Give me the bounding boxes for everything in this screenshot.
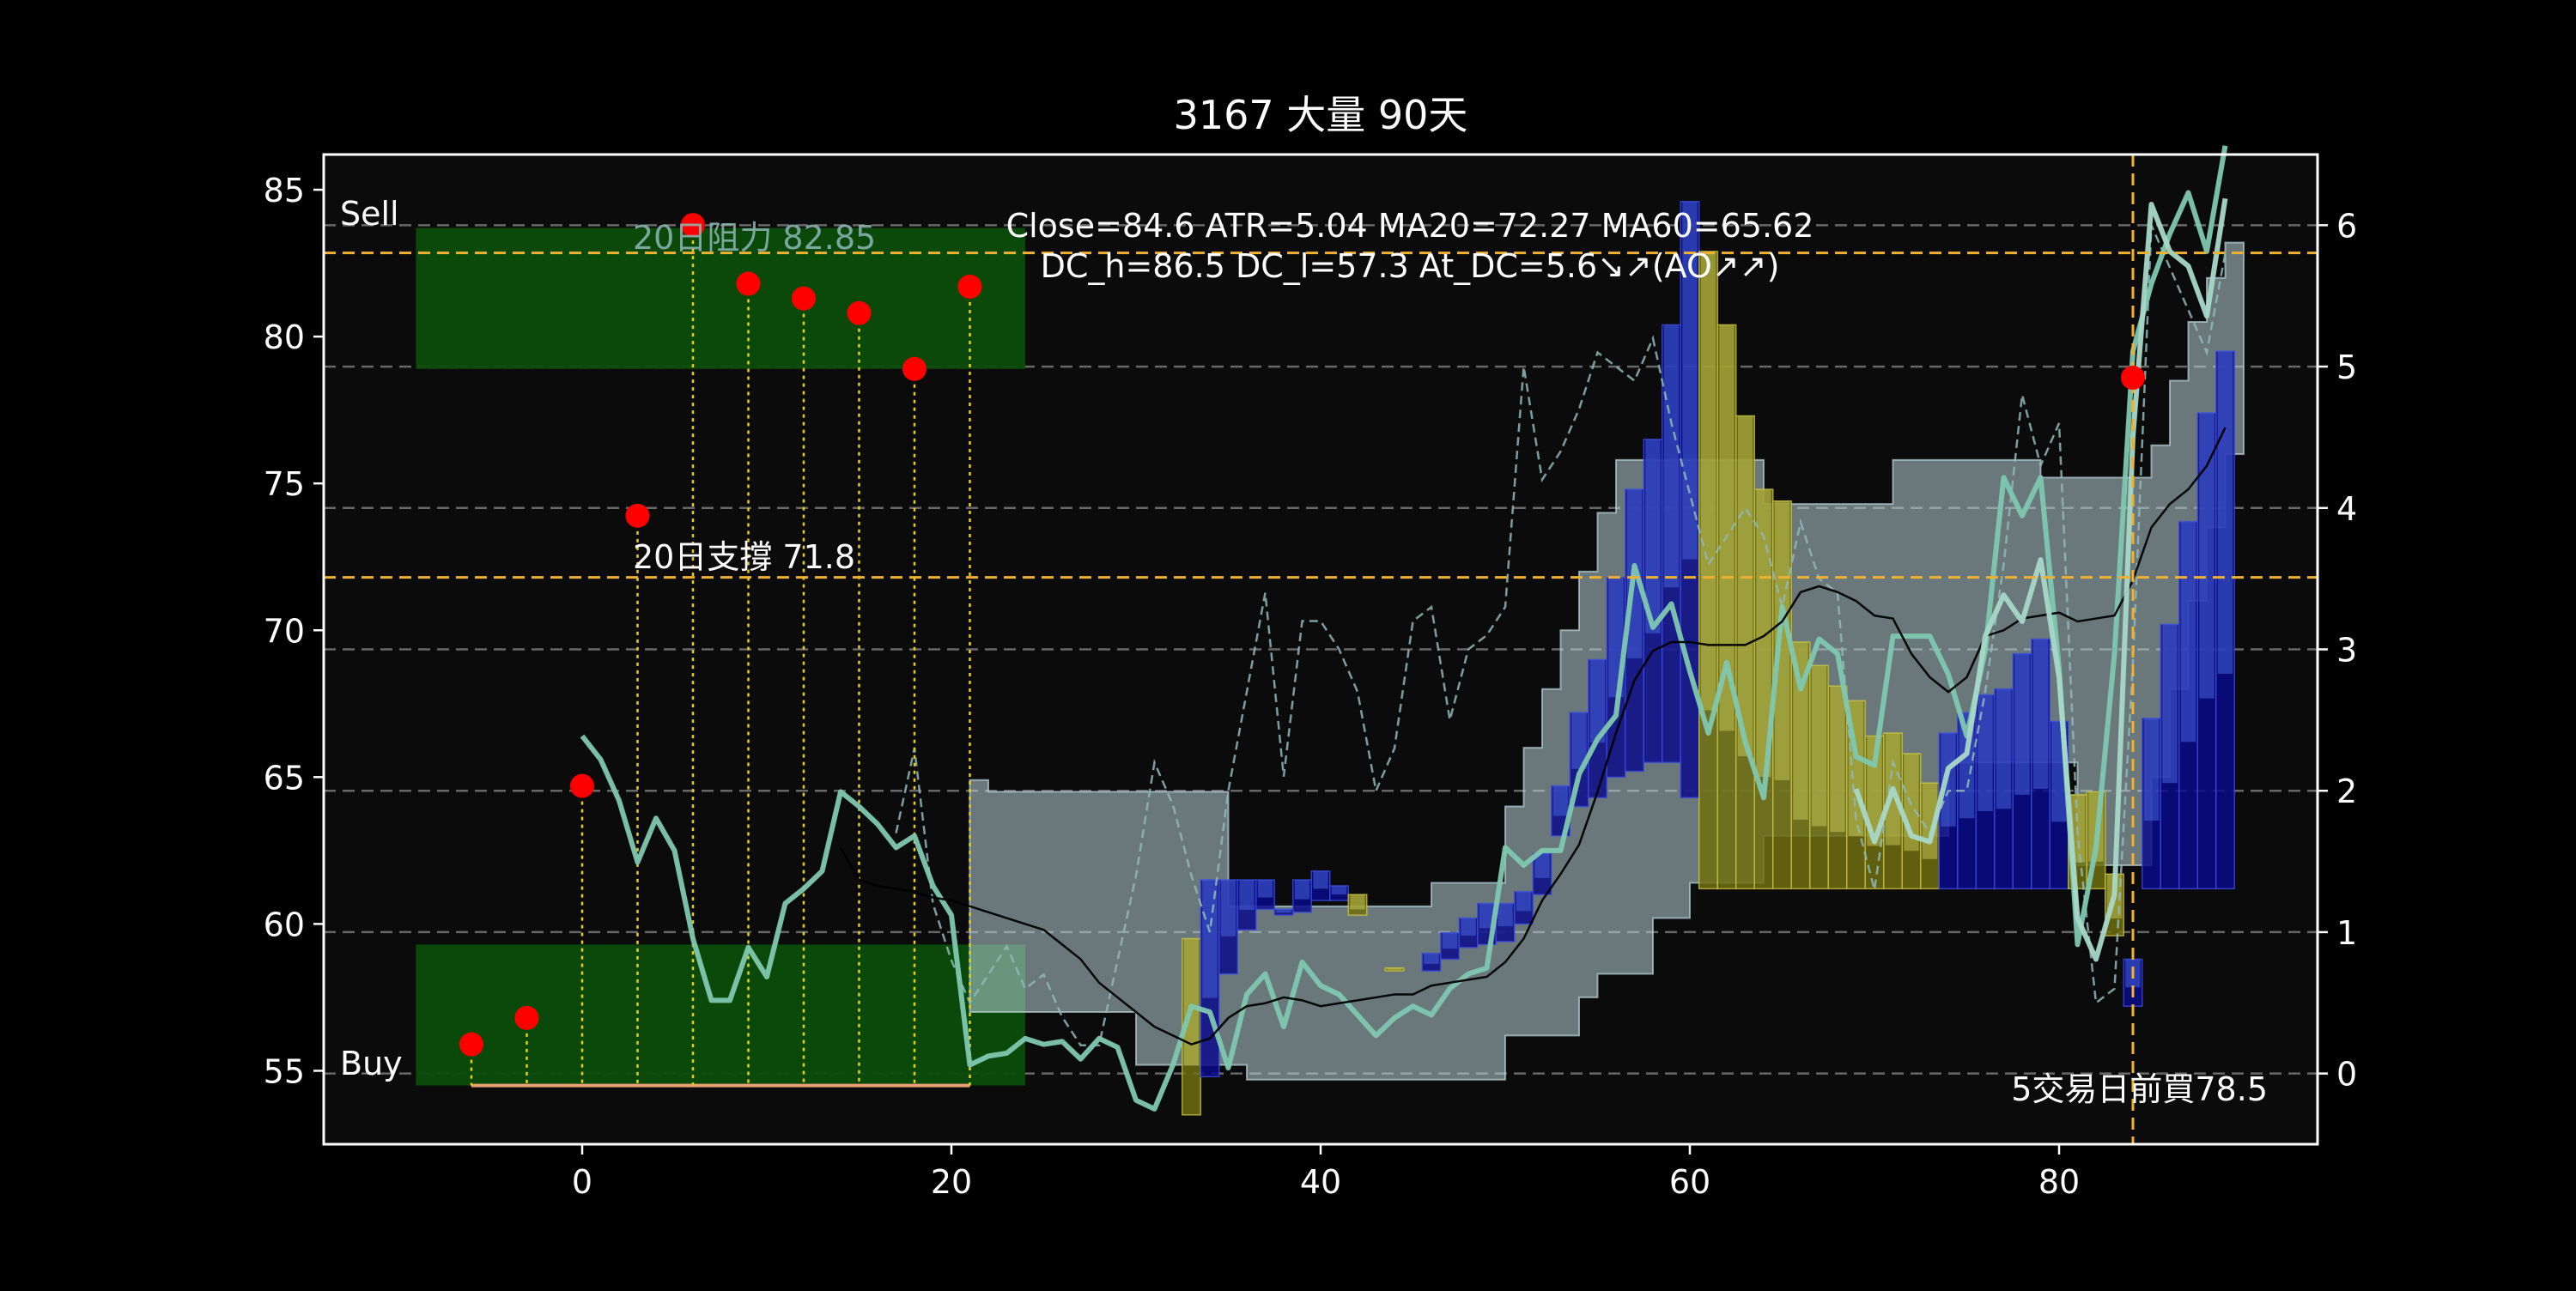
stats-line-1: Close=84.6 ATR=5.04 MA20=72.27 MA60=65.6… — [1006, 207, 1814, 245]
support-label: 20日支撐 71.8 — [633, 538, 855, 576]
signal-dot — [625, 503, 650, 528]
y2-tick-label: 5 — [2336, 349, 2357, 386]
y-tick-label: 80 — [264, 318, 305, 356]
signal-dot — [902, 356, 927, 381]
histogram-bar-highlight — [1774, 500, 1790, 780]
levels-layer — [324, 155, 2318, 1144]
x-tick-label: 40 — [1300, 1163, 1341, 1201]
histogram-bar-highlight — [2180, 521, 2196, 742]
histogram-bar-highlight — [1589, 659, 1606, 742]
histogram-bar-highlight — [1387, 967, 1402, 971]
histogram-bar-highlight — [1552, 785, 1569, 816]
signal-dot — [792, 286, 816, 311]
histogram-bar-highlight — [1830, 686, 1845, 833]
x-tick-label: 20 — [931, 1163, 972, 1201]
histogram-bar-highlight — [1700, 251, 1716, 711]
histogram-bar-highlight — [1793, 641, 1808, 820]
y-tick-label: 75 — [264, 465, 305, 503]
y2-tick-label: 3 — [2336, 632, 2357, 670]
buy-note: 5交易日前買78.5 — [2011, 1070, 2268, 1108]
histogram-bar-highlight — [1996, 688, 2012, 809]
stats-line-2: DC_h=86.5 DC_l=57.3 At_DC=5.6↘↗(AO↗↗) — [1041, 247, 1780, 285]
histogram-bar-highlight — [2143, 718, 2160, 821]
y2-tick-label: 1 — [2336, 914, 2357, 952]
histogram-bar — [1347, 894, 1368, 916]
histogram-bar-highlight — [1941, 733, 1956, 827]
momentum-layer — [895, 224, 2227, 1046]
signal-dot — [681, 213, 705, 238]
histogram-bar-highlight — [1978, 694, 1993, 812]
signal-dot — [514, 1005, 539, 1030]
y2-tick-label: 4 — [2336, 490, 2357, 528]
buy-label: Buy — [340, 1045, 403, 1082]
y-tick-label: 60 — [264, 906, 305, 943]
histogram-bar-highlight — [1313, 870, 1328, 889]
sell-label: Sell — [340, 195, 399, 233]
histogram-bar — [1384, 967, 1405, 972]
signal-dot — [847, 300, 872, 325]
zones-layer — [416, 227, 1025, 1088]
histogram-bar-highlight — [2014, 653, 2030, 795]
histogram-bar-highlight — [1239, 880, 1255, 910]
x-tick-label: 80 — [2038, 1163, 2080, 1201]
histogram-bar-highlight — [1350, 894, 1365, 910]
histogram-bar-highlight — [2217, 351, 2233, 674]
stems-layer — [470, 225, 971, 1086]
histogram-bar-highlight — [1737, 415, 1753, 757]
histogram-bar-highlight — [1534, 853, 1550, 879]
resistance-label: 20日阻力 82.85 — [633, 219, 876, 257]
histogram-bar-highlight — [1183, 938, 1200, 1066]
histogram-bar-highlight — [1331, 885, 1347, 895]
histogram-bar-highlight — [1442, 932, 1458, 949]
histogram-bar-highlight — [1220, 880, 1236, 936]
signal-dot — [736, 271, 761, 296]
y2-tick-label: 6 — [2336, 207, 2357, 245]
histogram-bar-highlight — [1682, 201, 1698, 560]
y-tick-label: 85 — [264, 172, 305, 209]
histogram-bar-highlight — [1257, 880, 1273, 898]
histogram-bar-highlight — [1663, 324, 1680, 588]
histogram-bar-highlight — [1811, 665, 1827, 827]
y2-tick-label: 0 — [2336, 1056, 2357, 1094]
sell-zone — [416, 227, 1025, 369]
signal-dot — [957, 274, 982, 299]
ma-line — [839, 427, 2227, 1046]
histogram-bar-highlight — [1756, 489, 1771, 778]
close-line — [580, 145, 2228, 1112]
histogram-bar-highlight — [2032, 639, 2049, 790]
signal-dot — [459, 1032, 483, 1057]
signal-dot — [570, 773, 594, 798]
histogram-bar-highlight — [1719, 324, 1735, 731]
lines-layer — [580, 145, 2228, 1112]
signals-layer — [459, 213, 2145, 1057]
chart-title: 3167 大量 90天 — [1174, 92, 1468, 138]
histogram-bar-highlight — [1479, 903, 1495, 929]
y-tick-label: 70 — [264, 612, 305, 650]
signal-dot — [2121, 366, 2145, 391]
ao-line — [1853, 197, 2228, 962]
histogram-bar-highlight — [1276, 909, 1291, 913]
buy-zone — [416, 944, 1025, 1086]
histogram-bar-highlight — [1645, 439, 1661, 633]
x-tick-label: 60 — [1669, 1163, 1710, 1201]
histogram-bar-highlight — [1516, 891, 1532, 912]
histogram-bar-highlight — [1461, 918, 1476, 936]
ticks-layer: 0 20 40 60 80 55 60 65 70 75 80 85 0 1 2 3 4 5 6 — [264, 172, 2358, 1201]
y2-tick-label: 2 — [2336, 773, 2357, 810]
momentum-line — [895, 224, 2227, 1046]
y-tick-label: 55 — [264, 1052, 305, 1090]
histogram-bar-highlight — [1571, 712, 1587, 769]
histogram-bar-highlight — [1294, 880, 1310, 900]
y-tick-label: 65 — [264, 759, 305, 797]
histogram-bar-highlight — [1498, 903, 1513, 927]
histogram-bar-highlight — [2162, 624, 2178, 784]
histogram-bar-highlight — [2199, 413, 2215, 699]
histogram-bar-highlight — [1424, 953, 1439, 964]
x-tick-label: 0 — [572, 1163, 592, 1201]
